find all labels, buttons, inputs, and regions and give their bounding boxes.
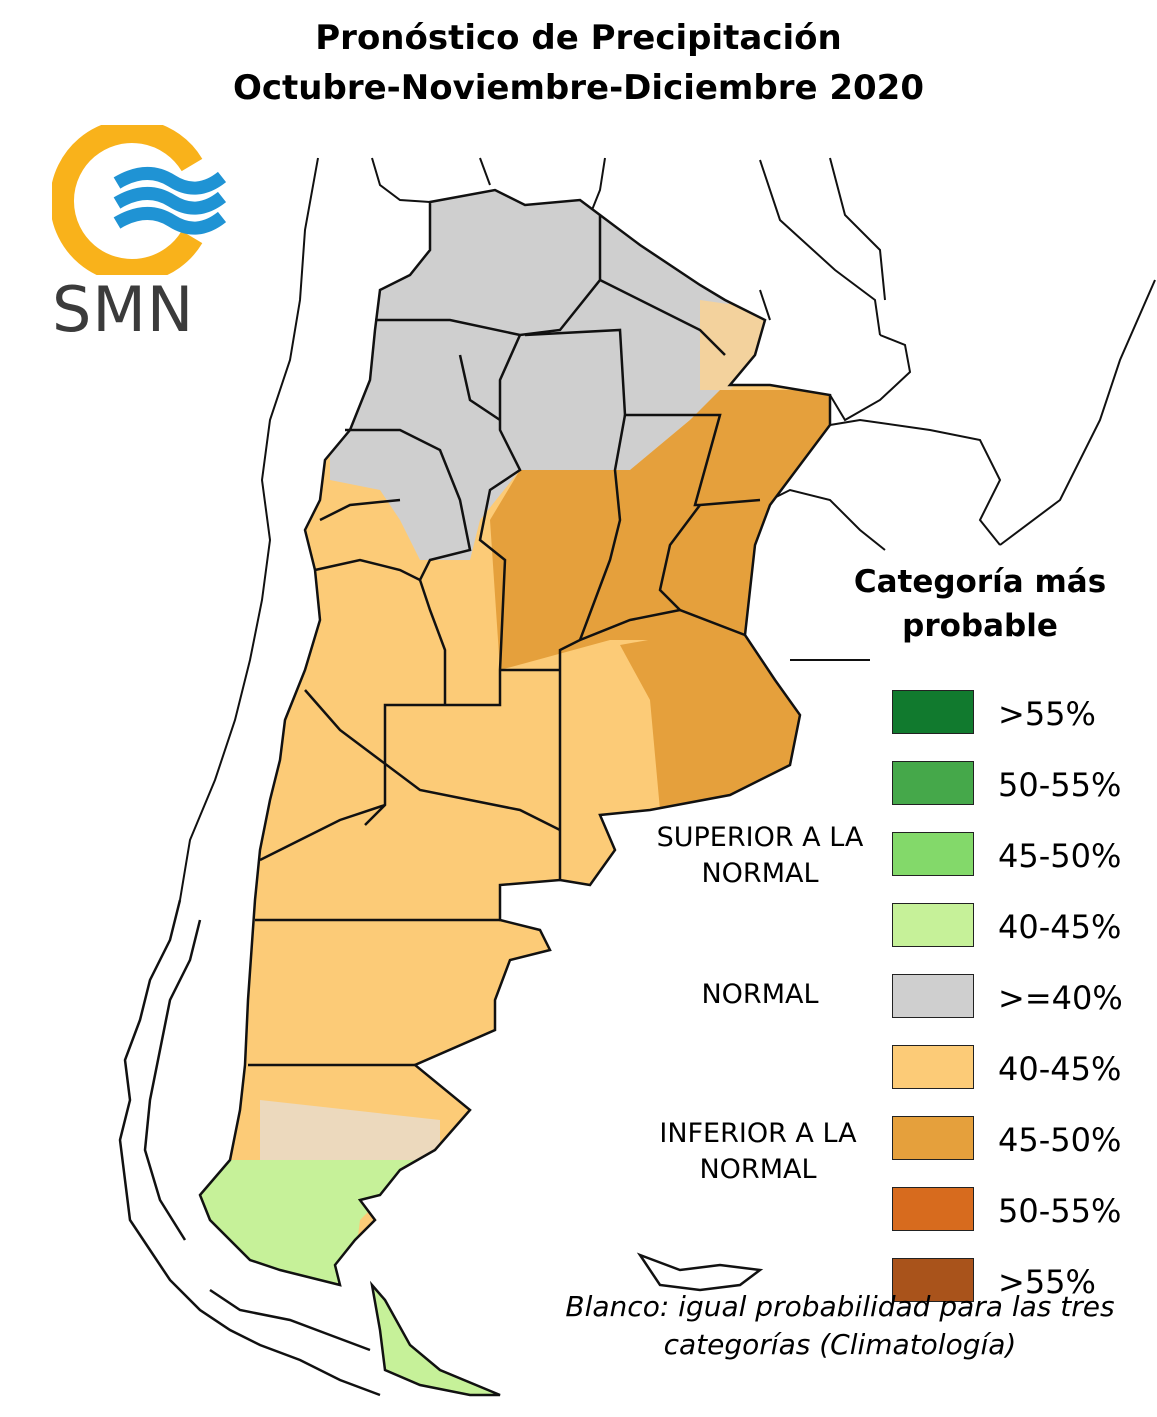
legend-swatch-inferior-40-45	[892, 1045, 974, 1089]
legend-group-normal: NORMAL	[701, 979, 819, 1010]
footnote: Blanco: igual probabilidad para las tres…	[565, 1290, 1115, 1361]
province-borders	[198, 188, 832, 1287]
legend-title: Categoría más probable	[853, 564, 1107, 644]
legend-swatch-inferior-gt55	[892, 1258, 974, 1302]
legend-swatch-superior-gt55	[892, 690, 974, 734]
legend-swatch-superior-45-50	[892, 832, 974, 876]
legend-label-superior-50-55: 50-55%	[998, 766, 1122, 804]
region-below-45-50-buenos-aires	[620, 620, 810, 810]
map-title-line-1: Pronóstico de Precipitación	[315, 18, 842, 58]
map-title-line-2: Octubre-Noviembre-Diciembre 2020	[233, 68, 924, 108]
legend-label-inferior-45-50: 45-50%	[998, 1121, 1122, 1159]
region-above-40-45-south	[200, 1160, 420, 1285]
legend-swatch-normal	[892, 974, 974, 1018]
region-transition-northeast	[700, 300, 770, 390]
smn-logo-text: SMN	[52, 273, 195, 346]
legend-label-superior-40-45: 40-45%	[998, 908, 1122, 946]
legend-swatch-superior-50-55	[892, 761, 974, 805]
tierra-del-fuego	[369, 1280, 501, 1397]
legend-label-superior-45-50: 45-50%	[998, 837, 1122, 875]
legend-swatch-inferior-45-50	[892, 1116, 974, 1160]
legend-label-inferior-40-45: 40-45%	[998, 1050, 1122, 1088]
smn-logo-icon	[50, 119, 227, 283]
legend-swatch-superior-40-45	[892, 903, 974, 947]
legend-label-inferior-50-55: 50-55%	[998, 1192, 1122, 1230]
legend-label-superior-gt55: >55%	[998, 695, 1096, 733]
legend-group-inferior: INFERIOR A LA NORMAL	[659, 1118, 857, 1185]
smn-logo: SMN	[50, 119, 227, 350]
legend-group-superior: SUPERIOR A LA NORMAL	[656, 822, 864, 889]
legend-label-normal: >=40%	[998, 979, 1123, 1017]
legend-label-inferior-gt55: >55%	[998, 1263, 1096, 1301]
chile-coastline	[118, 899, 764, 1397]
neighbor-borders	[179, 157, 1156, 901]
legend-swatch-inferior-50-55	[892, 1187, 974, 1231]
region-below-45-50-misiones	[830, 330, 920, 430]
region-normal-north	[330, 190, 730, 560]
